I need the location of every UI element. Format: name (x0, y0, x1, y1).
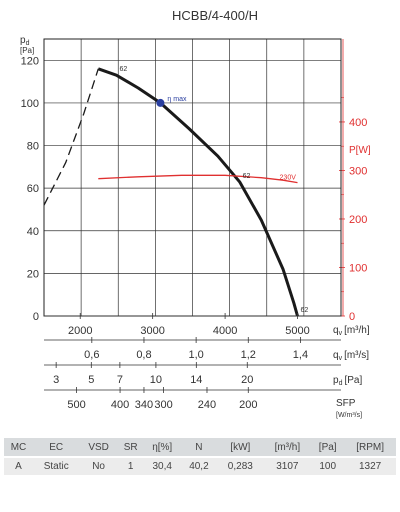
x-sfp-tick-label: 240 (198, 399, 216, 411)
x-pd-tick-label: 5 (88, 374, 94, 386)
table-cell: A (4, 456, 33, 475)
annotations: η max 62 62 62 (119, 66, 308, 314)
x-pd-tick-label: 10 (150, 374, 162, 386)
y2-tick-label: 0 (349, 311, 355, 323)
y2-axis-label: P[W] (349, 145, 371, 156)
x-qv-tick-label: 2000 (68, 325, 92, 337)
table-header-row: MC EC VSD SR η[%] N [kW] [m³/h] [Pa] [RP… (4, 438, 396, 457)
fan-chart: HCBB/4-400/H pd [Pa] P[W] 02040608010012… (20, 8, 371, 419)
x-qv-axis-label: qv [m³/h] (333, 325, 370, 337)
svg-text:[Pa]: [Pa] (20, 46, 34, 55)
table-header: [Pa] (311, 438, 345, 457)
x-sfp-axis-unit: [W/m³/s] (336, 412, 362, 419)
y-tick-label: 80 (27, 141, 39, 153)
x-sfp-tick-label: 340 (135, 399, 153, 411)
x-sfp-tick-label: 400 (111, 399, 129, 411)
table-header: η[%] (143, 438, 181, 457)
series-group: 230V (43, 67, 299, 317)
x-sfp-tick-label: 200 (239, 399, 257, 411)
y-axis-ticks: 0 20 40 60 80 100 120 (21, 55, 39, 323)
svg-text:pd: pd (20, 35, 30, 47)
x-qs-tick-label: 1,2 (241, 349, 256, 361)
x-sfp-tick-label: 300 (154, 399, 172, 411)
y2-axis-ticks: 0 100 200 300 400 (339, 39, 367, 323)
x-pd-tick-label: 14 (190, 374, 202, 386)
table-cell: Static (32, 456, 80, 475)
x-sfp-tick-label: 500 (67, 399, 85, 411)
x-qv-tick-label: 3000 (140, 325, 164, 337)
table-header: SR (117, 438, 144, 457)
table-row: A Static No 1 30,4 40,2 0,283 3107 100 1… (4, 456, 396, 475)
table-header: MC (4, 438, 33, 457)
x-pd-axis-label: pd [Pa] (333, 375, 362, 387)
y2-tick-label: 200 (349, 214, 367, 226)
y-tick-label: 60 (27, 183, 39, 195)
y2-tick-label: 400 (349, 117, 367, 129)
eta-max-label: η max (167, 96, 187, 103)
curve-label: 62 (301, 307, 309, 314)
x-pd-tick-label: 3 (53, 374, 59, 386)
x-pd-tick-label: 7 (117, 374, 123, 386)
table-header: [RPM] (344, 438, 396, 457)
table-header: [kW] (217, 438, 264, 457)
eta-max-marker (156, 98, 165, 107)
table-header: N (180, 438, 218, 457)
y-tick-label: 20 (27, 268, 39, 280)
y2-tick-label: 100 (349, 262, 367, 274)
x-sfp-axis-label: SFP (336, 398, 356, 409)
table-cell: 40,2 (180, 456, 218, 475)
table-header: VSD (79, 438, 118, 457)
power-curve (98, 174, 298, 184)
table-cell: 0,283 (217, 456, 264, 475)
table-cell: 3107 (263, 456, 312, 475)
table-cell: 30,4 (143, 456, 181, 475)
x-qs-tick-label: 1,0 (188, 349, 203, 361)
y-tick-label: 120 (21, 55, 39, 67)
pressure-curve-dashed (43, 68, 99, 206)
y2-tick-label: 300 (349, 165, 367, 177)
x-qs-tick-label: 0,6 (84, 349, 99, 361)
power-series-label: 230V (280, 175, 297, 182)
y-tick-label: 40 (27, 226, 39, 238)
curve-label: 62 (243, 173, 251, 180)
y-tick-label: 0 (33, 311, 39, 323)
x-qv-tick-label: 4000 (213, 325, 237, 337)
chart-title: HCBB/4-400/H (172, 8, 258, 23)
table-header: EC (32, 438, 80, 457)
table-cell: 1 (117, 456, 144, 475)
x-pd-tick-label: 20 (241, 374, 253, 386)
pressure-curve (97, 67, 299, 317)
x-qs-tick-label: 0,8 (136, 349, 151, 361)
y-tick-label: 100 (21, 98, 39, 110)
table-header: [m³/h] (263, 438, 312, 457)
table-cell: 100 (311, 456, 345, 475)
y-axis-label: pd [Pa] (20, 35, 34, 55)
table-cell: 1327 (344, 456, 396, 475)
spec-table: MC EC VSD SR η[%] N [kW] [m³/h] [Pa] [RP… (4, 438, 396, 475)
curve-label: 62 (119, 66, 127, 73)
x-qs-tick-label: 1,4 (293, 349, 308, 361)
grid (44, 39, 341, 316)
x-qv-tick-label: 5000 (285, 325, 309, 337)
x-qs-axis-label: qv [m³/s] (333, 350, 369, 362)
table-cell: No (79, 456, 118, 475)
